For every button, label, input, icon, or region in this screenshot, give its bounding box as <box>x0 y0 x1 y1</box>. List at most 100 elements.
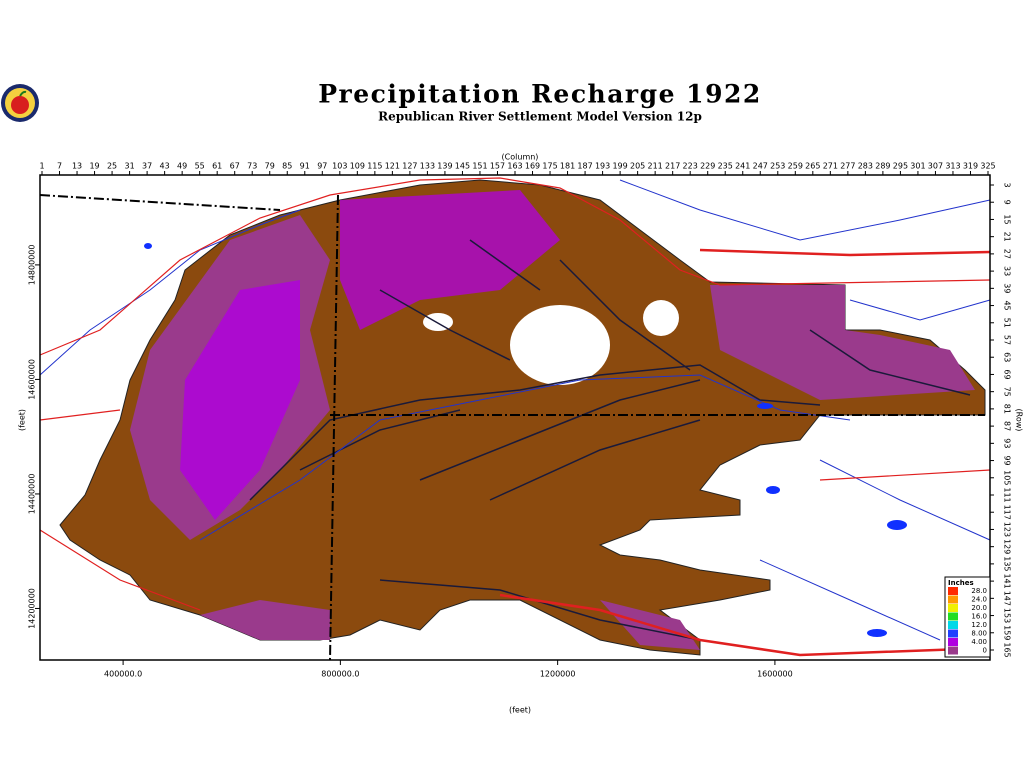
row-tick-label: 69 <box>1003 369 1012 379</box>
column-tick-label: 301 <box>910 162 925 171</box>
logo-apple <box>11 96 29 114</box>
legend-label: 20.0 <box>971 604 987 612</box>
column-tick-label: 79 <box>265 162 275 171</box>
column-tick-label: 307 <box>928 162 943 171</box>
stream <box>299 409 461 471</box>
very-low-recharge-zone <box>180 280 300 520</box>
row-tick-label: 45 <box>1003 300 1012 310</box>
reservoir <box>766 486 780 494</box>
x-tick-label: 1200000 <box>540 670 576 679</box>
column-tick-label: 265 <box>805 162 820 171</box>
column-tick-label: 289 <box>875 162 890 171</box>
column-tick-label: 253 <box>770 162 785 171</box>
road <box>499 593 991 657</box>
x-tick-label: 400000.0 <box>104 670 142 679</box>
column-tick-label: 295 <box>893 162 908 171</box>
column-tick-label: 73 <box>247 162 257 171</box>
legend-label: 0 <box>983 647 987 655</box>
stream <box>419 379 701 481</box>
state-boundaries <box>39 194 985 661</box>
stream <box>379 289 511 361</box>
river <box>849 299 991 321</box>
column-tick-label: 247 <box>753 162 768 171</box>
column-tick-label: 25 <box>107 162 117 171</box>
column-tick-label: 55 <box>195 162 205 171</box>
row-tick-label: 15 <box>1003 214 1012 224</box>
y-tick-label: 14400000 <box>28 474 37 515</box>
row-tick-label: 39 <box>1003 283 1012 293</box>
legend-swatch <box>948 638 958 646</box>
row-tick-label: 135 <box>1003 556 1012 571</box>
column-tick-label: 151 <box>472 162 487 171</box>
column-tick-label: 85 <box>282 162 292 171</box>
y-axis-title: (feet) <box>18 409 27 431</box>
column-axis-title: (Column) <box>502 153 539 162</box>
east-recharge-zone <box>710 285 975 400</box>
stream <box>379 579 701 641</box>
north-recharge-zone <box>340 190 560 330</box>
column-tick-label: 19 <box>89 162 99 171</box>
y-tick-label: 14800000 <box>28 245 37 286</box>
roads <box>39 177 991 657</box>
stream <box>809 329 971 396</box>
column-tick-label: 133 <box>420 162 435 171</box>
column-tick-label: 109 <box>350 162 365 171</box>
column-tick-label: 325 <box>980 162 995 171</box>
column-tick-label: 199 <box>612 162 627 171</box>
legend-swatch <box>948 621 958 629</box>
row-tick-label: 93 <box>1003 438 1012 448</box>
column-tick-label: 37 <box>142 162 152 171</box>
column-tick-label: 127 <box>402 162 417 171</box>
column-tick-label: 163 <box>507 162 522 171</box>
column-tick-label: 61 <box>212 162 222 171</box>
legend-swatch <box>948 587 958 595</box>
column-tick-label: 235 <box>718 162 733 171</box>
row-tick-label: 33 <box>1003 266 1012 276</box>
column-tick-label: 157 <box>490 162 505 171</box>
column-tick-label: 169 <box>525 162 540 171</box>
column-tick-label: 103 <box>332 162 347 171</box>
legend-title: Inches <box>948 579 974 587</box>
excluded-area <box>423 313 453 331</box>
row-tick-label: 51 <box>1003 318 1012 328</box>
reservoir <box>757 403 773 409</box>
row-tick-label: 105 <box>1003 470 1012 485</box>
reservoir <box>887 520 907 530</box>
stream <box>489 419 701 501</box>
legend-swatch <box>948 629 958 638</box>
column-tick-label: 211 <box>648 162 663 171</box>
legend-swatch <box>948 604 958 612</box>
row-tick-label: 165 <box>1003 642 1012 657</box>
row-tick-label: 159 <box>1003 625 1012 640</box>
row-tick-label: 3 <box>1003 182 1012 187</box>
stream-cells <box>249 239 971 641</box>
row-tick-label: 9 <box>1003 200 1012 205</box>
row-tick-label: 99 <box>1003 455 1012 465</box>
column-tick-label: 31 <box>124 162 134 171</box>
row-tick-label: 63 <box>1003 352 1012 362</box>
row-tick-label: 123 <box>1003 522 1012 537</box>
column-tick-label: 271 <box>823 162 838 171</box>
row-tick-label: 57 <box>1003 335 1012 345</box>
row-tick-label: 141 <box>1003 573 1012 588</box>
row-tick-label: 129 <box>1003 539 1012 554</box>
row-tick-label: 153 <box>1003 608 1012 623</box>
river <box>619 179 991 241</box>
column-tick-label: 1 <box>39 162 44 171</box>
column-tick-label: 91 <box>300 162 310 171</box>
reservoir <box>144 243 152 249</box>
river <box>819 459 991 541</box>
y-tick-label: 14600000 <box>28 359 37 400</box>
map-layers <box>39 174 991 661</box>
column-tick-label: 277 <box>840 162 855 171</box>
row-tick-label: 117 <box>1003 505 1012 520</box>
legend-swatch <box>948 612 958 621</box>
x-tick-label: 1600000 <box>757 670 793 679</box>
subtitle: Republican River Settlement Model Versio… <box>378 110 702 124</box>
column-tick-label: 319 <box>963 162 978 171</box>
logo-leaf <box>19 90 27 97</box>
column-tick-label: 217 <box>665 162 680 171</box>
column-tick-label: 49 <box>177 162 187 171</box>
